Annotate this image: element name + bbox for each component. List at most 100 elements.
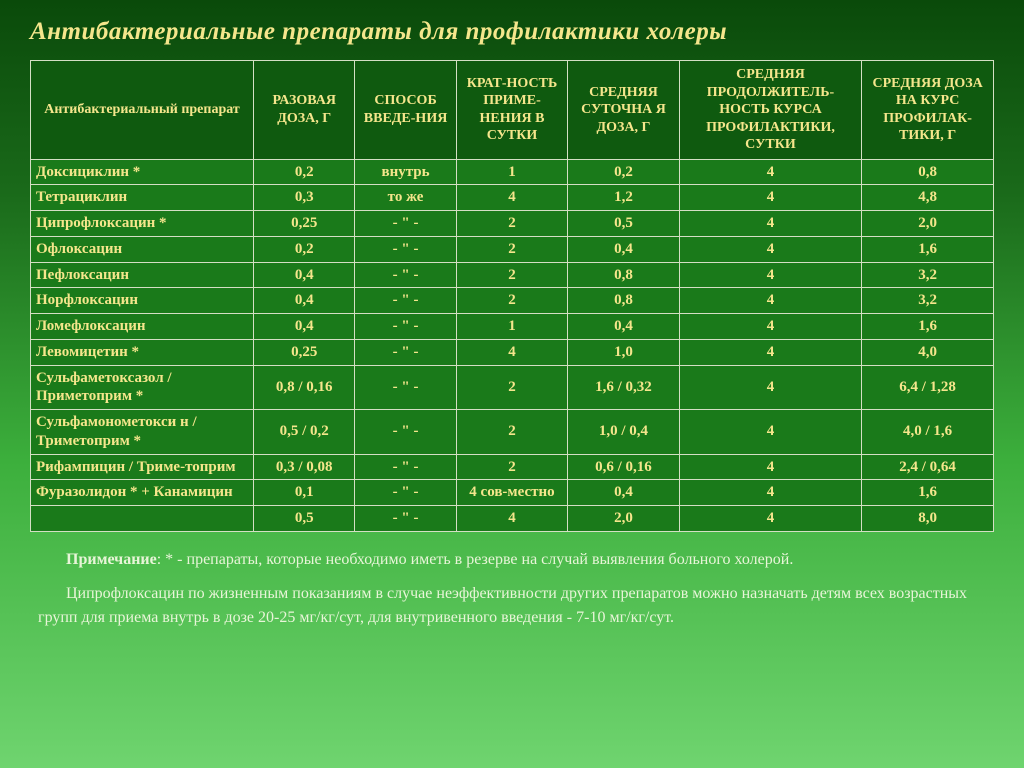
- cell-value: 4: [456, 339, 568, 365]
- notes-section: Примечание: * - препараты, которые необх…: [30, 548, 994, 630]
- cell-value: 4: [679, 211, 861, 237]
- col-single-dose: РАЗОВАЯ ДОЗА, Г: [254, 61, 355, 160]
- col-course-dose: СРЕДНЯЯ ДОЗА НА КУРС ПРОФИЛАК-ТИКИ, Г: [862, 61, 994, 160]
- cell-value: 0,4: [568, 480, 680, 506]
- cell-value: - " -: [355, 339, 456, 365]
- cell-value: 4: [679, 262, 861, 288]
- note-2: Ципрофлоксацин по жизненным показаниям в…: [38, 582, 986, 630]
- cell-value: 1: [456, 314, 568, 340]
- cell-value: 0,8: [862, 159, 994, 185]
- cell-value: 1,6: [862, 236, 994, 262]
- cell-value: 4,0: [862, 339, 994, 365]
- table-row: Фуразолидон * + Канамицин0,1- " -4 сов-м…: [31, 480, 994, 506]
- cell-value: 3,2: [862, 288, 994, 314]
- cell-value: 1,0: [568, 339, 680, 365]
- cell-value: 0,25: [254, 339, 355, 365]
- cell-value: 4: [456, 185, 568, 211]
- cell-value: 0,2: [254, 236, 355, 262]
- cell-value: 2: [456, 365, 568, 410]
- cell-drug-name: Рифампицин / Триме-топрим: [31, 454, 254, 480]
- cell-value: 1,6: [862, 314, 994, 340]
- cell-value: 4: [679, 454, 861, 480]
- cell-value: 4 сов-местно: [456, 480, 568, 506]
- cell-value: 4: [679, 339, 861, 365]
- cell-value: - " -: [355, 314, 456, 340]
- cell-drug-name: Норфлоксацин: [31, 288, 254, 314]
- drug-table: Антибактериальный препарат РАЗОВАЯ ДОЗА,…: [30, 60, 994, 532]
- cell-value: 4: [456, 506, 568, 532]
- table-row: Сульфаметоксазол / Приметоприм *0,8 / 0,…: [31, 365, 994, 410]
- cell-value: 1: [456, 159, 568, 185]
- table-row: Ципрофлоксацин *0,25- " -20,542,0: [31, 211, 994, 237]
- cell-value: 0,8: [568, 288, 680, 314]
- cell-value: 8,0: [862, 506, 994, 532]
- cell-value: - " -: [355, 288, 456, 314]
- table-row: Тетрациклин0,3то же41,244,8: [31, 185, 994, 211]
- cell-value: 0,4: [254, 314, 355, 340]
- cell-value: 2: [456, 236, 568, 262]
- cell-value: - " -: [355, 365, 456, 410]
- cell-value: 2: [456, 410, 568, 455]
- cell-value: - " -: [355, 236, 456, 262]
- cell-value: 4,8: [862, 185, 994, 211]
- cell-value: 4,0 / 1,6: [862, 410, 994, 455]
- cell-value: 0,8: [568, 262, 680, 288]
- cell-value: 0,2: [254, 159, 355, 185]
- table-row: Рифампицин / Триме-топрим0,3 / 0,08- " -…: [31, 454, 994, 480]
- table-row: Доксициклин *0,2внутрь10,240,8: [31, 159, 994, 185]
- col-duration: СРЕДНЯЯ ПРОДОЛЖИТЕЛЬ-НОСТЬ КУРСА ПРОФИЛА…: [679, 61, 861, 160]
- col-drug: Антибактериальный препарат: [31, 61, 254, 160]
- cell-value: 2,0: [862, 211, 994, 237]
- table-row: Левомицетин *0,25- " -41,044,0: [31, 339, 994, 365]
- cell-value: 0,5 / 0,2: [254, 410, 355, 455]
- cell-value: 0,1: [254, 480, 355, 506]
- table-row: Ломефлоксацин0,4- " -10,441,6: [31, 314, 994, 340]
- table-row: Норфлоксацин0,4- " -20,843,2: [31, 288, 994, 314]
- cell-drug-name: [31, 506, 254, 532]
- cell-drug-name: Ципрофлоксацин *: [31, 211, 254, 237]
- cell-value: 4: [679, 185, 861, 211]
- cell-value: - " -: [355, 410, 456, 455]
- cell-value: внутрь: [355, 159, 456, 185]
- cell-value: 2: [456, 288, 568, 314]
- cell-value: 0,4: [568, 314, 680, 340]
- cell-value: 0,2: [568, 159, 680, 185]
- cell-value: 2,4 / 0,64: [862, 454, 994, 480]
- cell-value: 2: [456, 262, 568, 288]
- cell-value: 4: [679, 314, 861, 340]
- cell-value: 2: [456, 211, 568, 237]
- col-daily-dose: СРЕДНЯЯ СУТОЧНА Я ДОЗА, Г: [568, 61, 680, 160]
- table-row: 0,5- " -42,048,0: [31, 506, 994, 532]
- table-row: Пефлоксацин0,4- " -20,843,2: [31, 262, 994, 288]
- cell-value: - " -: [355, 480, 456, 506]
- table-body: Доксициклин *0,2внутрь10,240,8Тетрацикли…: [31, 159, 994, 531]
- cell-value: - " -: [355, 262, 456, 288]
- cell-value: 4: [679, 236, 861, 262]
- cell-drug-name: Сульфаметоксазол / Приметоприм *: [31, 365, 254, 410]
- cell-value: 0,3 / 0,08: [254, 454, 355, 480]
- cell-value: 0,4: [254, 262, 355, 288]
- cell-drug-name: Офлоксацин: [31, 236, 254, 262]
- cell-drug-name: Левомицетин *: [31, 339, 254, 365]
- cell-value: 4: [679, 506, 861, 532]
- cell-value: 1,6 / 0,32: [568, 365, 680, 410]
- cell-value: - " -: [355, 454, 456, 480]
- note-1-label: Примечание: [66, 551, 157, 568]
- table-row: Офлоксацин0,2- " -20,441,6: [31, 236, 994, 262]
- cell-value: 4: [679, 159, 861, 185]
- cell-value: 0,25: [254, 211, 355, 237]
- table-header-row: Антибактериальный препарат РАЗОВАЯ ДОЗА,…: [31, 61, 994, 160]
- cell-value: 0,4: [254, 288, 355, 314]
- cell-value: 0,5: [568, 211, 680, 237]
- cell-drug-name: Доксициклин *: [31, 159, 254, 185]
- cell-value: 0,8 / 0,16: [254, 365, 355, 410]
- note-1-text: : * - препараты, которые необходимо имет…: [157, 551, 794, 568]
- cell-value: 2: [456, 454, 568, 480]
- cell-value: 1,6: [862, 480, 994, 506]
- cell-drug-name: Ломефлоксацин: [31, 314, 254, 340]
- col-method: СПОСОБ ВВЕДЕ-НИЯ: [355, 61, 456, 160]
- cell-value: 4: [679, 365, 861, 410]
- cell-value: 0,5: [254, 506, 355, 532]
- cell-value: - " -: [355, 211, 456, 237]
- col-frequency: КРАТ-НОСТЬ ПРИМЕ-НЕНИЯ В СУТКИ: [456, 61, 568, 160]
